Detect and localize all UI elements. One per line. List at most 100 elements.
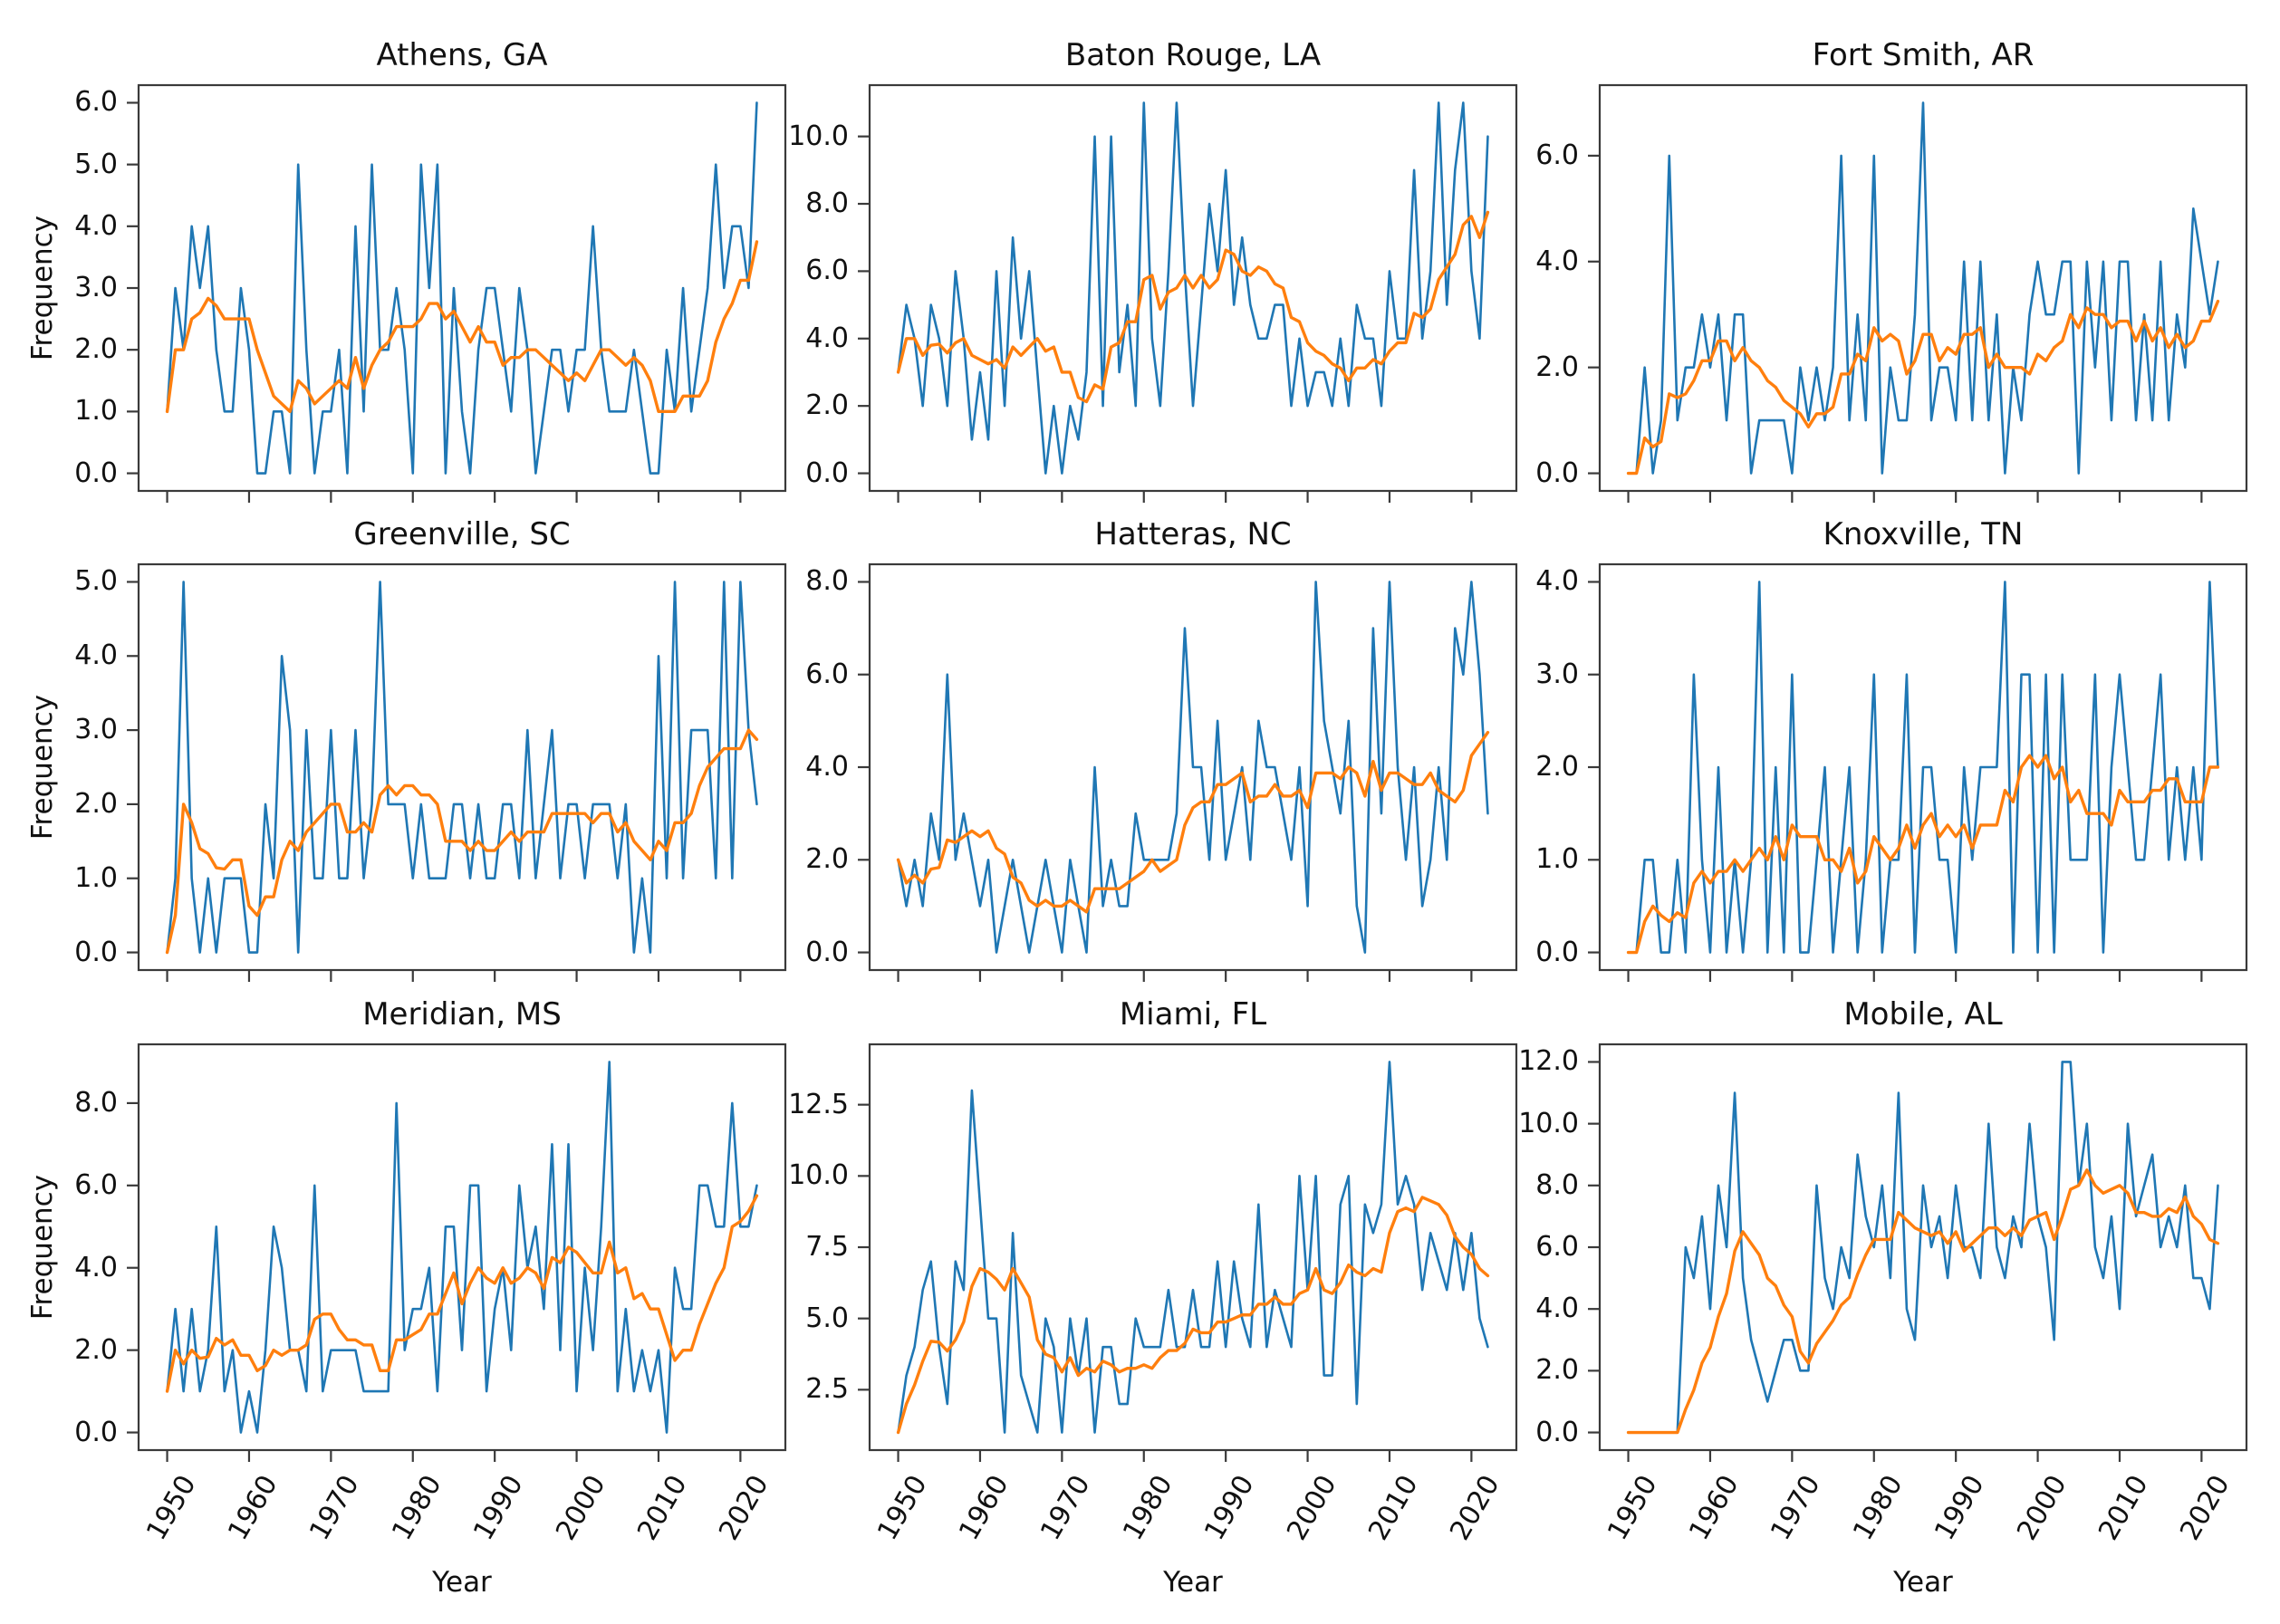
x-tick-label-miami-fl: 2010 [1362, 1470, 1425, 1546]
y-tick-label-mobile-al: 0.0 [1535, 1416, 1579, 1448]
y-tick-label-mobile-al: 8.0 [1535, 1168, 1579, 1201]
y-tick-label-knoxville-tn: 1.0 [1535, 843, 1579, 876]
annual-series-line-greenville-sc [166, 581, 758, 954]
y-tick-label-athens-ga: 5.0 [74, 148, 118, 180]
y-tick-label-baton-rouge-la: 6.0 [805, 255, 849, 287]
x-tick-label-miami-fl: 2020 [1444, 1470, 1506, 1546]
plot-background [869, 1043, 1517, 1451]
plot-area-athens-ga [127, 83, 787, 503]
rolling-mean-line-greenville-sc [165, 728, 759, 955]
y-tick-label-knoxville-tn: 0.0 [1535, 936, 1579, 968]
x-tick-label-mobile-al: 1990 [1929, 1470, 1991, 1546]
annual-series-line-baton-rouge-la [897, 101, 1489, 475]
y-tick-label-mobile-al: 2.0 [1535, 1354, 1579, 1387]
y-tick-label-baton-rouge-la: 2.0 [805, 389, 849, 422]
x-tick-label-mobile-al: 1980 [1846, 1470, 1910, 1546]
y-tick-label-miami-fl: 10.0 [788, 1159, 849, 1192]
x-axis-label-meridian-ms: Year [432, 1566, 492, 1599]
subplot-title-baton-rouge-la: Baton Rouge, LA [1064, 37, 1322, 73]
plot-border [137, 1043, 787, 1452]
rolling-mean-line-fort-smith-ar [1626, 299, 2220, 476]
x-tick-label-meridian-ms: 1960 [222, 1470, 284, 1546]
rolling-mean-line-miami-fl [896, 1196, 1490, 1435]
subplot-title-knoxville-tn: Knoxville, TN [1823, 516, 2024, 553]
x-tick-label-mobile-al: 1970 [1765, 1470, 1827, 1546]
x-axis-label-mobile-al: Year [1893, 1566, 1953, 1599]
y-tick-label-greenville-sc: 2.0 [74, 787, 118, 820]
x-tick-label-meridian-ms: 2000 [549, 1470, 612, 1546]
x-axis-label-miami-fl: Year [1163, 1566, 1223, 1599]
x-tick-label-meridian-ms: 1980 [385, 1470, 448, 1546]
plot-area-baton-rouge-la [858, 83, 1518, 503]
plot-border [868, 562, 1518, 972]
x-tick-label-mobile-al: 2020 [2174, 1470, 2237, 1546]
plot-area-hatteras-nc [858, 562, 1518, 982]
x-tick-label-meridian-ms: 2010 [631, 1470, 694, 1546]
y-tick-label-meridian-ms: 2.0 [74, 1333, 118, 1366]
y-tick-label-greenville-sc: 3.0 [74, 714, 118, 746]
plot-border [868, 1043, 1518, 1452]
rolling-mean-line-knoxville-tn [1626, 754, 2220, 955]
y-tick-label-athens-ga: 4.0 [74, 209, 118, 242]
plot-background [138, 84, 786, 492]
x-tick-label-miami-fl: 1960 [953, 1470, 1015, 1546]
subplot-title-athens-ga: Athens, GA [376, 37, 548, 73]
y-tick-label-greenville-sc: 1.0 [74, 861, 118, 894]
plot-background [1599, 1043, 2247, 1451]
plot-area-meridian-ms [127, 1043, 787, 1462]
y-tick-label-fort-smith-ar: 2.0 [1535, 351, 1579, 383]
annual-series-line-mobile-al [1627, 1061, 2219, 1434]
x-tick-label-mobile-al: 2010 [2092, 1470, 2155, 1546]
y-tick-label-baton-rouge-la: 0.0 [805, 456, 849, 489]
y-axis-label-meridian-ms: Frequency [26, 1174, 59, 1321]
plot-area-miami-fl [858, 1043, 1518, 1462]
y-tick-label-meridian-ms: 6.0 [74, 1168, 118, 1201]
y-tick-label-miami-fl: 2.5 [805, 1373, 849, 1406]
x-tick-label-mobile-al: 2000 [2010, 1470, 2073, 1546]
rolling-mean-line-hatteras-nc [896, 730, 1490, 914]
y-axis-label-athens-ga: Frequency [26, 215, 59, 361]
y-tick-label-miami-fl: 5.0 [805, 1302, 849, 1334]
plot-area-knoxville-tn [1588, 562, 2248, 982]
x-tick-label-miami-fl: 2000 [1280, 1470, 1343, 1546]
y-tick-label-miami-fl: 7.5 [805, 1231, 849, 1263]
rolling-mean-line-athens-ga [165, 240, 759, 414]
y-tick-label-knoxville-tn: 2.0 [1535, 751, 1579, 783]
plot-border [137, 83, 787, 493]
subplot-title-miami-fl: Miami, FL [1119, 996, 1267, 1033]
plot-background [138, 563, 786, 971]
x-tick-label-mobile-al: 1960 [1683, 1470, 1746, 1546]
plot-area-fort-smith-ar [1588, 83, 2248, 503]
x-tick-label-miami-fl: 1980 [1116, 1470, 1179, 1546]
plot-border [1598, 1043, 2248, 1452]
y-tick-label-athens-ga: 0.0 [74, 456, 118, 489]
rolling-mean-line-mobile-al [1626, 1168, 2220, 1435]
x-tick-label-mobile-al: 1950 [1601, 1470, 1664, 1546]
y-tick-label-hatteras-nc: 8.0 [805, 565, 849, 598]
y-tick-label-greenville-sc: 5.0 [74, 565, 118, 598]
y-tick-label-baton-rouge-la: 4.0 [805, 322, 849, 354]
rolling-mean-line-baton-rouge-la [896, 210, 1490, 404]
y-tick-label-knoxville-tn: 4.0 [1535, 565, 1579, 598]
y-tick-label-meridian-ms: 4.0 [74, 1251, 118, 1283]
y-tick-label-baton-rouge-la: 10.0 [788, 120, 849, 152]
plot-border [1598, 562, 2248, 972]
x-tick-label-meridian-ms: 2020 [713, 1470, 775, 1546]
y-tick-label-fort-smith-ar: 6.0 [1535, 139, 1579, 171]
plot-border [1598, 83, 2248, 493]
subplot-title-hatteras-nc: Hatteras, NC [1094, 516, 1292, 553]
y-tick-label-mobile-al: 4.0 [1535, 1292, 1579, 1325]
y-tick-label-meridian-ms: 0.0 [74, 1416, 118, 1448]
y-tick-label-fort-smith-ar: 0.0 [1535, 456, 1579, 489]
x-tick-label-meridian-ms: 1970 [303, 1470, 366, 1546]
y-tick-label-hatteras-nc: 6.0 [805, 658, 849, 690]
annual-series-line-knoxville-tn [1627, 581, 2219, 954]
plot-area-greenville-sc [127, 562, 787, 982]
subplot-title-mobile-al: Mobile, AL [1843, 996, 2003, 1033]
x-tick-label-meridian-ms: 1950 [139, 1470, 203, 1546]
plot-background [1599, 84, 2247, 492]
plot-border [868, 83, 1518, 493]
y-tick-label-meridian-ms: 8.0 [74, 1086, 118, 1119]
y-tick-label-greenville-sc: 0.0 [74, 936, 118, 968]
